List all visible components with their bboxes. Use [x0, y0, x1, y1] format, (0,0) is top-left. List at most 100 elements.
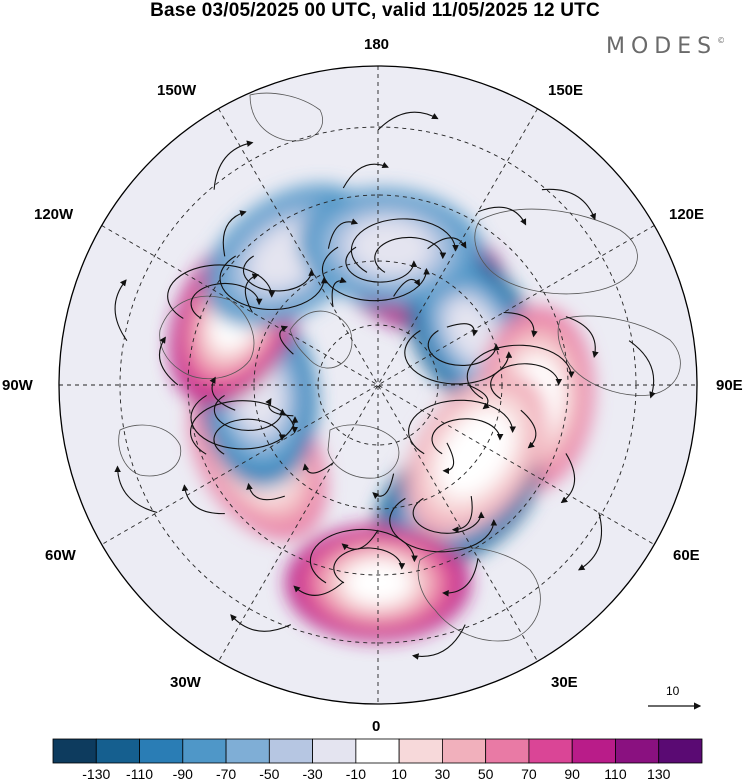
streamline-arrow	[114, 279, 128, 342]
anomaly-positive-kazakhstan	[405, 371, 548, 537]
streamline-loop	[431, 418, 504, 455]
streamline-loop	[350, 218, 459, 273]
lon-label-30w: 30W	[170, 674, 201, 691]
streamline-loop	[190, 282, 263, 319]
streamline-arrow	[442, 558, 479, 597]
brand-text: MODES	[606, 34, 718, 59]
streamline-loop	[412, 497, 485, 534]
streamline-arrow	[293, 581, 344, 596]
wind-streamlines	[114, 111, 656, 660]
streamline-arrow	[577, 512, 603, 571]
colorbar-tick: -50	[259, 766, 280, 782]
streamline-loop	[213, 394, 286, 431]
streamline-loop	[466, 344, 575, 400]
anomaly-negative-bering	[298, 188, 482, 306]
colorbar-swatch	[441, 738, 487, 764]
streamline-arrow	[446, 323, 479, 337]
colorbar-swatch	[528, 738, 573, 764]
colorbar-swatch	[312, 738, 357, 764]
streamline-loop	[167, 264, 276, 319]
streamline-arrow	[213, 140, 254, 190]
streamline-arrow	[327, 218, 359, 249]
streamline-arrow	[372, 473, 395, 499]
map-disc	[59, 66, 697, 704]
reference-vector-label: 10	[666, 684, 680, 698]
colorbar-tick: -130	[82, 766, 111, 782]
streamline-arrow	[541, 188, 596, 221]
streamline-arrow	[628, 340, 656, 399]
streamline-loop	[374, 236, 447, 273]
lon-label-150e: 150E	[548, 82, 584, 99]
colorbar-swatch	[658, 738, 703, 764]
colorbar-tick: 110	[604, 766, 627, 782]
streamline-loop	[389, 497, 498, 553]
lon-label-60e: 60E	[673, 547, 700, 564]
colorbar-swatch	[139, 738, 184, 764]
streamline-arrow	[222, 210, 247, 257]
streamline-arrow	[503, 311, 538, 338]
streamline-arrow	[181, 484, 225, 515]
streamline-arrow	[412, 624, 466, 660]
colorbar-tick-labels: -130 -110 -90 -70 -50 -30 -10 10 30 50 70 90 110 130	[0, 766, 750, 783]
streamline-loop	[345, 246, 418, 283]
colorbar-swatch	[95, 738, 140, 764]
streamline-loop	[408, 399, 516, 455]
lon-label-60w: 60W	[45, 547, 76, 564]
colorbar-tick: 30	[434, 766, 451, 782]
streamline-arrow	[520, 409, 537, 449]
colorbar-tick: 90	[564, 766, 580, 782]
colorbar-tick: 130	[647, 766, 671, 782]
streamline-arrow	[393, 278, 421, 297]
colorbar	[52, 738, 703, 764]
streamline-arrow	[331, 276, 347, 308]
streamline-arrow	[302, 462, 334, 474]
streamline-loop	[309, 528, 418, 584]
anomaly-positive-atlantic	[286, 524, 470, 641]
colorbar-swatch	[52, 738, 97, 764]
colorbar-tick: -110	[126, 766, 154, 782]
streamline-arrow	[114, 465, 158, 514]
streamline-arrow	[442, 442, 455, 475]
lon-label-180: 180	[364, 36, 390, 53]
modes-logo: MODES©	[606, 34, 725, 59]
streamline-arrow	[451, 496, 473, 533]
map-boundary	[58, 65, 698, 705]
streamline-arrow	[342, 161, 389, 189]
streamline-arrow	[565, 316, 599, 358]
streamline-arrow	[230, 614, 292, 632]
colorbar-tick: -10	[345, 766, 366, 782]
streamline-arrow	[377, 111, 439, 131]
streamline-arrow	[477, 206, 527, 226]
streamline-arrow	[467, 384, 490, 410]
anomaly-contour-fill	[349, 220, 432, 274]
streamline-arrow	[158, 336, 179, 386]
anomaly-contour-fill	[438, 410, 515, 498]
lon-label-150w: 150W	[157, 82, 197, 99]
colorbar-tick: -90	[172, 766, 193, 782]
lon-label-30e: 30E	[551, 674, 578, 691]
graticule	[59, 66, 697, 704]
colorbar-tick: 50	[477, 766, 494, 782]
colorbar-tick: -70	[215, 766, 237, 782]
streamline-arrow	[341, 529, 379, 551]
lon-label-120w: 120W	[34, 206, 74, 223]
colorbar-tick: -30	[302, 766, 323, 782]
streamline-loop	[190, 394, 299, 450]
colorbar-swatch	[615, 738, 660, 764]
colorbar-swatch	[355, 738, 400, 764]
anomaly-contour-fill	[345, 561, 411, 605]
streamline-arrow	[265, 397, 294, 417]
colorbar-swatch	[571, 738, 616, 764]
copyright-mark: ©	[717, 36, 726, 45]
streamline-loop	[242, 255, 315, 292]
lon-label-90e: 90E	[716, 377, 743, 394]
streamline-arrow	[560, 453, 576, 504]
colorbar-swatch	[485, 738, 530, 764]
streamline-loop	[427, 330, 500, 366]
colorbar-swatch	[182, 738, 227, 764]
lon-label-90w: 90W	[2, 377, 33, 394]
streamline-arrow	[209, 376, 236, 411]
streamline-loop	[490, 363, 563, 400]
streamline-arrow	[244, 273, 260, 313]
